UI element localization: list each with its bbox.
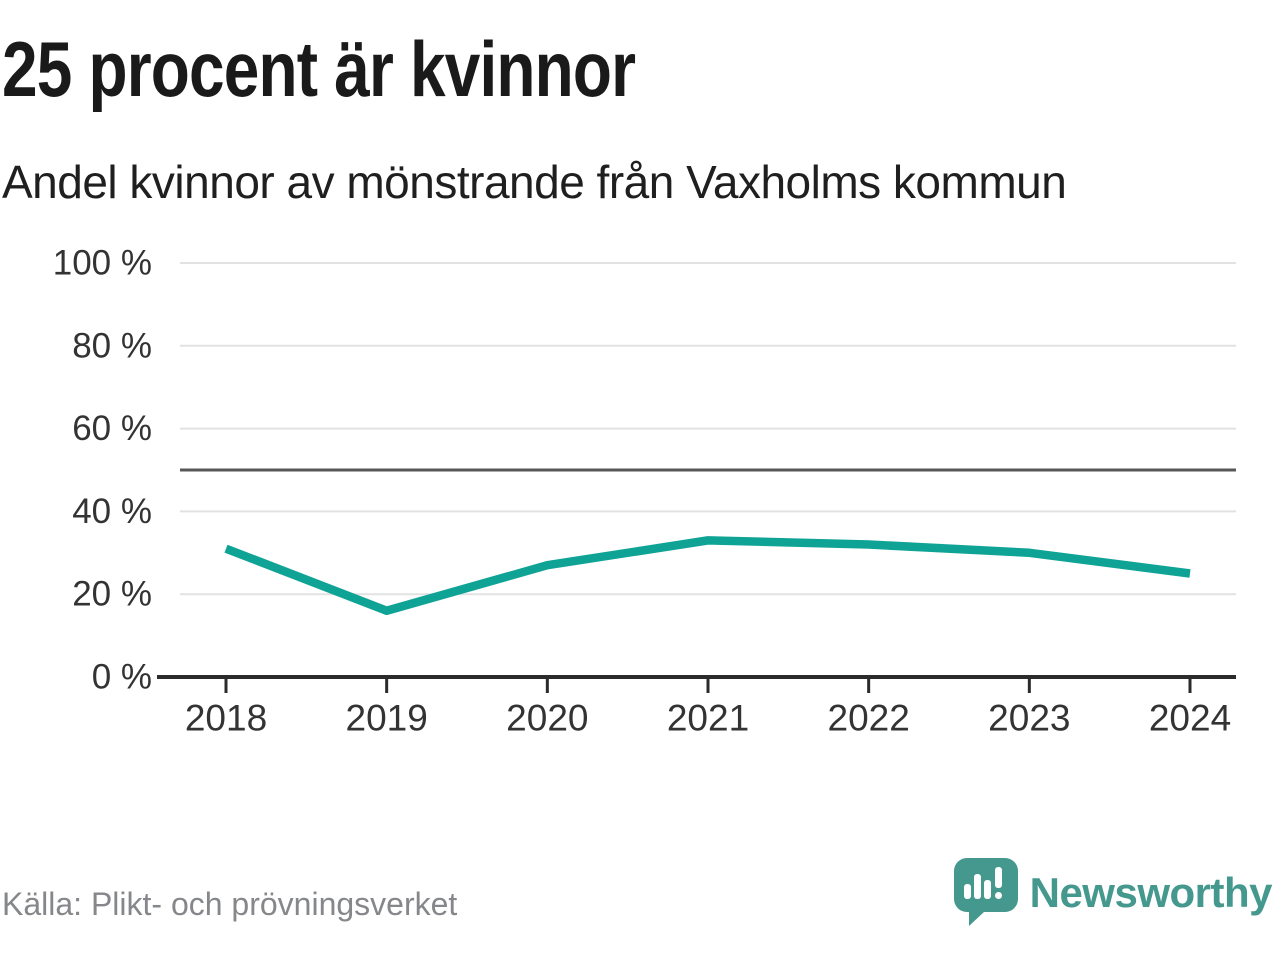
y-axis-tick-label: 60 % [72, 409, 152, 448]
y-axis-tick-label: 80 % [72, 326, 152, 365]
data-line [224, 536, 1191, 616]
x-axis-tick-label: 2020 [506, 697, 588, 738]
x-axis-tick-label: 2022 [828, 697, 910, 738]
chart-title: 25 procent är kvinnor [2, 25, 636, 113]
x-axis-tick-label: 2023 [988, 697, 1070, 738]
y-axis-tick-label: 100 % [53, 244, 152, 283]
y-axis-tick-label: 0 % [92, 658, 152, 697]
brand-name: Newsworthy [1029, 869, 1273, 916]
y-axis-tick-label: 20 % [72, 575, 152, 614]
brand-lockup: Newsworthy [953, 858, 1273, 928]
x-axis-tick-label: 2018 [185, 697, 267, 738]
source-caption: Källa: Plikt- och prövningsverket [2, 886, 458, 922]
x-axis-tick-label: 2021 [667, 697, 749, 738]
chart-subtitle: Andel kvinnor av mönstrande från Vaxholm… [2, 156, 1067, 208]
x-axis-tick-label: 2024 [1149, 697, 1231, 738]
x-axis-tick-label: 2019 [346, 697, 428, 738]
speech-bubble-bar-chart-icon [953, 858, 1018, 926]
y-axis-tick-label: 40 % [72, 492, 152, 531]
